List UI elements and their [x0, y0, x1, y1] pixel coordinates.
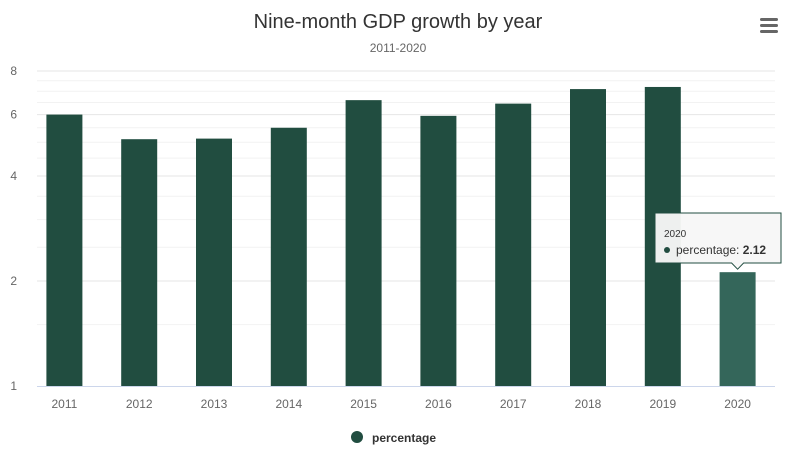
legend[interactable]: percentage — [351, 431, 436, 445]
y-tick-label: 4 — [10, 169, 17, 183]
x-tick-label: 2016 — [425, 397, 452, 411]
bar-2011 — [46, 114, 83, 387]
tooltip-category: 2020 — [664, 229, 687, 240]
tooltip-line: percentage: 2.12 — [676, 243, 766, 257]
bars — [46, 86, 756, 387]
chart-title: Nine-month GDP growth by year — [254, 11, 543, 33]
y-tick-label: 6 — [10, 108, 17, 122]
bar-2015 — [345, 100, 382, 387]
bar-2017 — [495, 103, 532, 386]
chart-menu-button[interactable] — [755, 14, 783, 38]
bar-2012 — [121, 139, 158, 386]
x-tick-label: 2013 — [201, 397, 228, 411]
grid-lines — [37, 70, 775, 326]
bar-2013 — [196, 138, 232, 386]
tooltip: 2020 percentage: 2.12 — [654, 212, 782, 270]
chart-subtitle: 2011-2020 — [370, 41, 427, 55]
tooltip-value: 2.12 — [743, 243, 767, 257]
x-tick-label: 2017 — [500, 397, 527, 411]
x-tick-label: 2018 — [575, 397, 602, 411]
x-tick-label: 2019 — [649, 397, 676, 411]
bar-2020 — [719, 272, 756, 386]
x-tick-label: 2014 — [275, 397, 302, 411]
x-tick-label: 2012 — [126, 397, 153, 411]
bar-2014 — [270, 127, 307, 387]
x-tick-label: 2015 — [350, 397, 377, 411]
bar-2016 — [420, 115, 457, 386]
bar-2018 — [570, 89, 606, 386]
x-tick-label: 2011 — [51, 397, 77, 411]
y-tick-label: 1 — [10, 379, 17, 393]
x-tick-label: 2020 — [724, 397, 751, 411]
hamburger-menu-icon — [760, 18, 778, 33]
legend-label: percentage — [372, 431, 436, 445]
y-tick-label: 2 — [10, 274, 17, 288]
y-axis-labels: 1 2 4 6 8 — [10, 64, 17, 393]
tooltip-box — [654, 212, 782, 270]
x-axis-labels: 2011 2012 2013 2014 2015 2016 2017 2018 2019 2020 — [51, 397, 751, 411]
legend-marker — [351, 431, 363, 443]
y-tick-label: 8 — [10, 64, 17, 78]
tooltip-series-marker — [664, 247, 670, 253]
tooltip-series-name: percentage — [676, 243, 736, 257]
